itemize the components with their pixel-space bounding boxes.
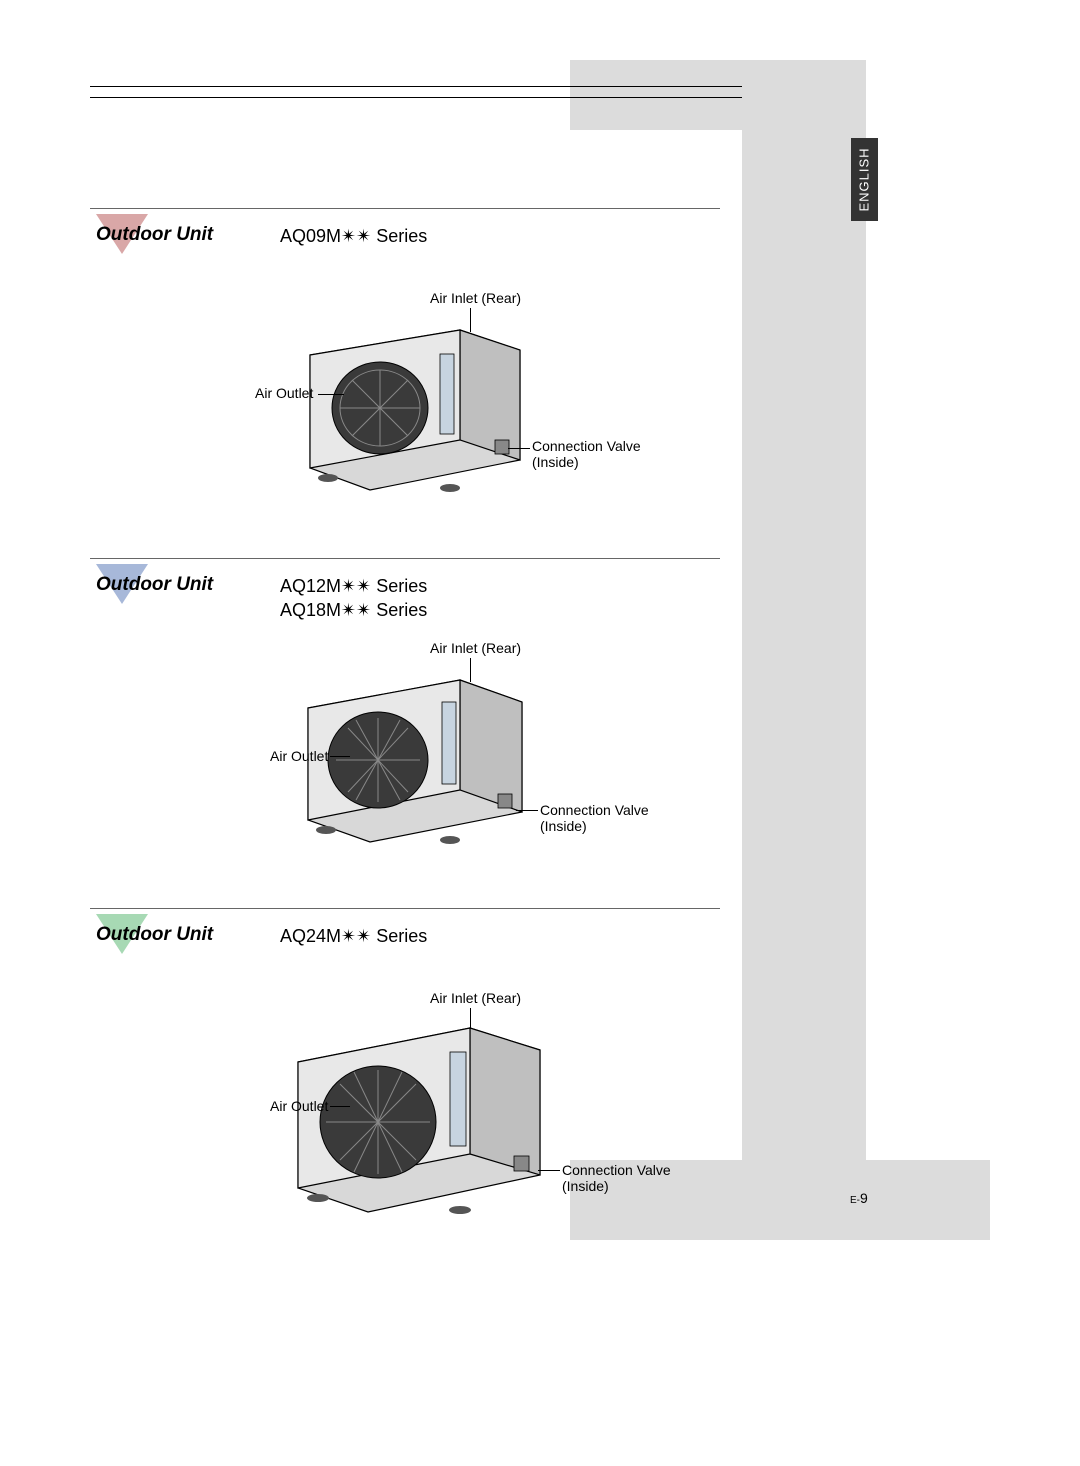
content-area: Outdoor Unit AQ09M✴✴ Series Air Inlet (R…: [90, 190, 750, 1260]
label-air-inlet: Air Inlet (Rear): [430, 290, 521, 306]
page-num-value: 9: [860, 1190, 868, 1206]
language-tab: ENGLISH: [851, 138, 878, 221]
outdoor-unit-illustration: [290, 1020, 550, 1220]
series-label: AQ12M✴✴ Series AQ18M✴✴ Series: [280, 574, 427, 622]
section-header: Outdoor Unit AQ12M✴✴ Series AQ18M✴✴ Seri…: [90, 540, 750, 610]
decor-grey-column: [742, 60, 866, 1240]
leader-line: [330, 1106, 350, 1107]
diagram-1: Air Inlet (Rear): [90, 270, 750, 530]
header-rule: [90, 86, 742, 98]
label-cv-line2: (Inside): [540, 818, 649, 834]
section-rule: [90, 558, 720, 559]
series-line: AQ18M✴✴ Series: [280, 598, 427, 622]
label-connection-valve: Connection Valve (Inside): [540, 802, 649, 834]
series-line: AQ09M✴✴ Series: [280, 224, 427, 248]
label-cv-line1: Connection Valve: [540, 802, 649, 818]
section-rule: [90, 908, 720, 909]
section-rule: [90, 208, 720, 209]
diagram-3: Air Inlet (Rear): [90, 970, 750, 1250]
page-prefix: E-: [850, 1195, 860, 1206]
label-air-outlet: Air Outlet: [270, 1098, 328, 1114]
section-header: Outdoor Unit AQ24M✴✴ Series: [90, 890, 750, 960]
label-cv-line1: Connection Valve: [562, 1162, 671, 1178]
label-cv-line2: (Inside): [532, 454, 641, 470]
label-air-inlet: Air Inlet (Rear): [430, 640, 521, 656]
label-cv-line2: (Inside): [562, 1178, 671, 1194]
section-outdoor-unit-1: Outdoor Unit AQ09M✴✴ Series Air Inlet (R…: [90, 190, 750, 530]
section-outdoor-unit-3: Outdoor Unit AQ24M✴✴ Series Air Inlet (R…: [90, 890, 750, 1250]
leader-line: [318, 394, 344, 395]
label-air-inlet: Air Inlet (Rear): [430, 990, 521, 1006]
leader-line: [330, 756, 350, 757]
leader-line: [508, 448, 530, 449]
outdoor-unit-illustration: [300, 670, 530, 850]
leader-line: [516, 810, 538, 811]
section-outdoor-unit-2: Outdoor Unit AQ12M✴✴ Series AQ18M✴✴ Seri…: [90, 540, 750, 880]
section-title: Outdoor Unit: [96, 924, 213, 946]
section-title: Outdoor Unit: [96, 224, 213, 246]
label-air-outlet: Air Outlet: [270, 748, 328, 764]
series-label: AQ24M✴✴ Series: [280, 924, 427, 948]
outdoor-unit-illustration: [300, 320, 530, 500]
label-connection-valve: Connection Valve (Inside): [562, 1162, 671, 1194]
language-tab-label: ENGLISH: [857, 147, 872, 211]
label-air-outlet: Air Outlet: [255, 385, 313, 401]
label-connection-valve: Connection Valve (Inside): [532, 438, 641, 470]
series-label: AQ09M✴✴ Series: [280, 224, 427, 248]
series-line: AQ12M✴✴ Series: [280, 574, 427, 598]
diagram-2: Air Inlet (Rear): [90, 620, 750, 880]
leader-line: [538, 1170, 560, 1171]
section-header: Outdoor Unit AQ09M✴✴ Series: [90, 190, 750, 260]
section-title: Outdoor Unit: [96, 574, 213, 596]
page-number: E-9: [850, 1190, 868, 1206]
label-cv-line1: Connection Valve: [532, 438, 641, 454]
series-line: AQ24M✴✴ Series: [280, 924, 427, 948]
